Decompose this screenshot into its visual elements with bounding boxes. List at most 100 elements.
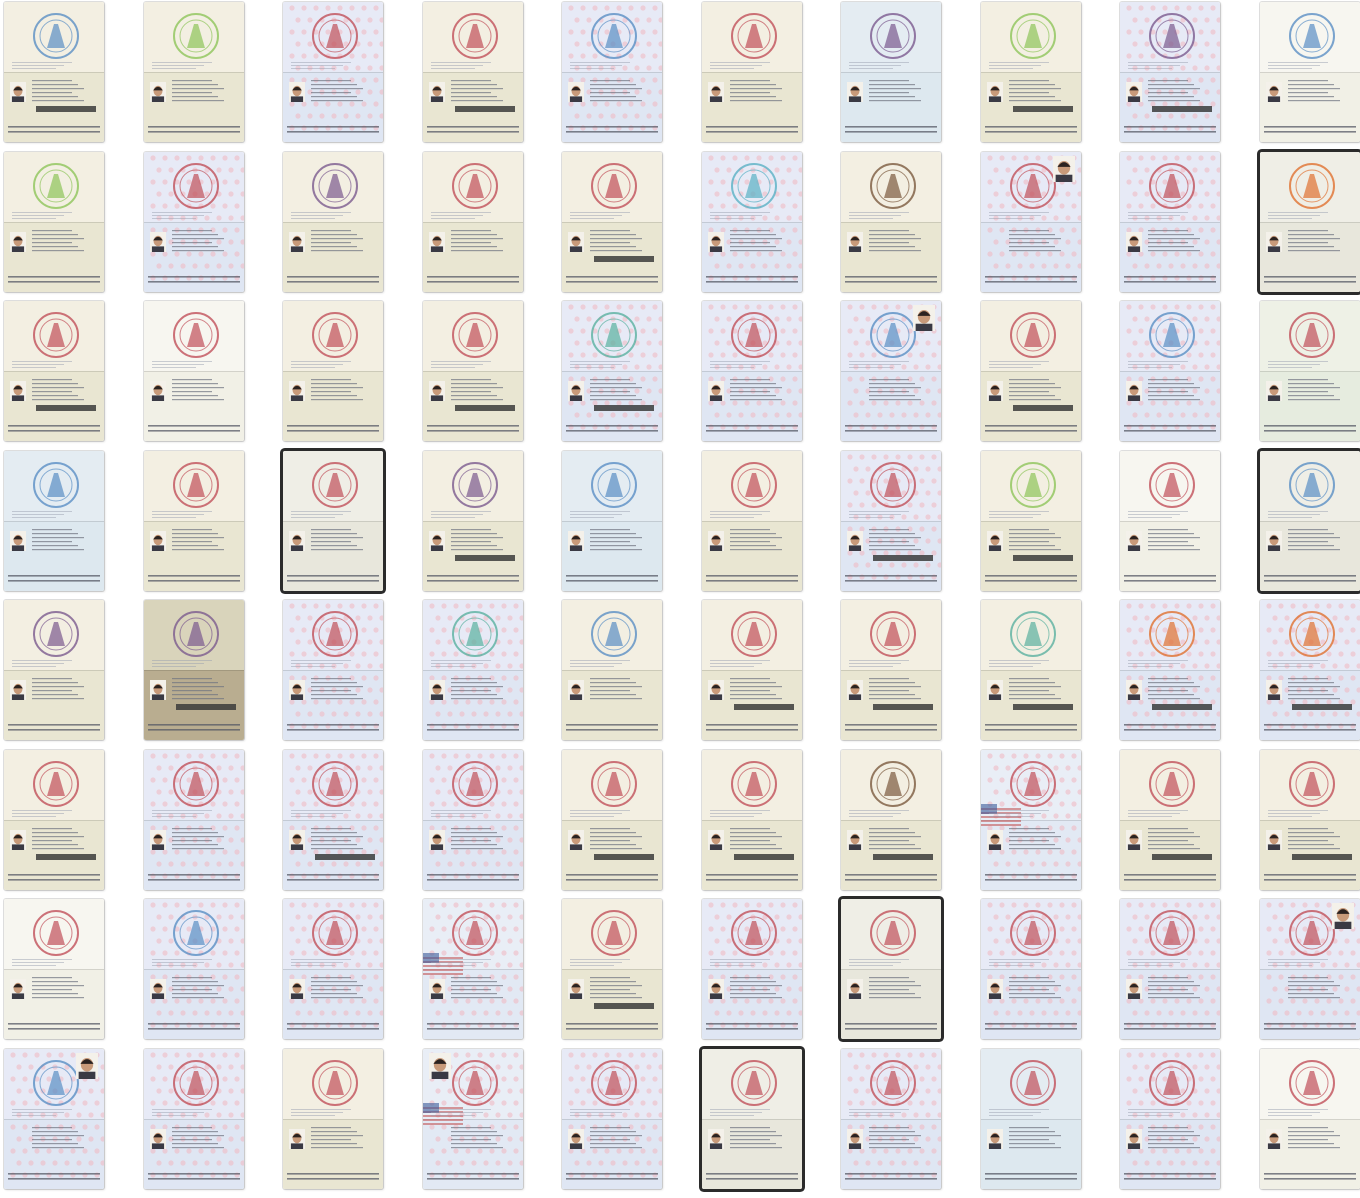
data-field-line [450, 1142, 497, 1144]
security-dot [1204, 388, 1210, 394]
security-dot [1126, 250, 1132, 257]
passport-tile [1120, 301, 1220, 441]
security-dot [853, 489, 859, 496]
data-field-line [450, 981, 497, 983]
printed-strip [36, 405, 96, 411]
passport-tile [143, 2, 244, 142]
security-dot [640, 5, 646, 11]
security-dot [379, 788, 383, 795]
data-field-line [1148, 1130, 1194, 1132]
stamp-emblem [605, 323, 623, 347]
stamp-ring [172, 312, 219, 358]
security-dot [1150, 53, 1156, 59]
mrz-line [426, 873, 519, 876]
security-dot [452, 902, 459, 908]
security-dot [1204, 166, 1210, 173]
security-dot [209, 1123, 216, 1130]
security-dot [185, 926, 192, 932]
security-dot [1337, 998, 1344, 1004]
stamp-emblem [326, 921, 344, 945]
security-dot [337, 752, 343, 759]
data-field-line [1287, 997, 1340, 999]
mrz-line [287, 275, 379, 278]
security-dot [227, 214, 234, 221]
stamp-ring [591, 910, 637, 956]
stamp-ring [870, 611, 916, 657]
security-dot [355, 65, 361, 71]
security-dot [1138, 5, 1144, 11]
security-dot [34, 1051, 40, 1058]
security-dot [155, 166, 162, 173]
security-dot [1004, 190, 1011, 197]
mrz-line [8, 878, 100, 881]
visa-text-line [291, 959, 351, 960]
data-field-line [311, 678, 351, 680]
mrz-line [426, 574, 519, 577]
security-dot [767, 902, 774, 908]
security-dot [1277, 699, 1284, 705]
security-dot [1150, 352, 1156, 358]
security-dot [622, 364, 628, 370]
security-dot [913, 388, 919, 394]
stamp-inner-ring [318, 617, 352, 651]
security-dot [604, 101, 610, 107]
passport-tile [841, 749, 941, 890]
security-dot [901, 1159, 907, 1166]
security-dot [998, 998, 1005, 1004]
printed-strip [1012, 106, 1073, 112]
security-dot [859, 1099, 865, 1106]
security-dot [1076, 914, 1081, 920]
security-dot [173, 950, 180, 956]
security-dot [859, 1123, 865, 1130]
passport-tile [841, 2, 941, 142]
security-dot [373, 752, 379, 759]
security-dot [1198, 950, 1204, 956]
mrz-line [426, 275, 519, 278]
security-dot [1034, 154, 1041, 161]
data-field-line [729, 1130, 776, 1132]
mrz-line [426, 430, 519, 432]
passport-artwork [845, 611, 937, 731]
visa-text-line [1128, 214, 1180, 216]
security-dot [737, 262, 744, 269]
stamp-emblem [744, 323, 763, 347]
security-dot [1283, 687, 1290, 693]
printed-strip [733, 704, 794, 710]
security-dot [1010, 998, 1017, 1004]
visa-text-line [709, 513, 762, 515]
data-field-line [1287, 981, 1334, 983]
security-dot [1186, 1051, 1192, 1058]
stamp-ring [312, 760, 358, 807]
security-dot [1186, 53, 1192, 59]
mrz-line [287, 579, 379, 582]
security-dot [1126, 1075, 1132, 1082]
stamp-ring [730, 312, 777, 358]
flag-stripe [980, 807, 1021, 810]
data-field-line [729, 1142, 776, 1144]
security-dot [1210, 1075, 1216, 1082]
security-dot [646, 1063, 652, 1070]
security-dot [203, 262, 210, 269]
stamp-emblem [465, 24, 484, 48]
security-dot [488, 752, 495, 759]
visa-text-line [988, 1114, 1033, 1116]
data-field-line [729, 544, 776, 546]
security-dot [1028, 860, 1035, 867]
security-dot [34, 1147, 40, 1154]
security-dot [173, 800, 180, 807]
visa-text-line [291, 510, 351, 512]
holder-hair [917, 311, 931, 316]
security-dot [1277, 627, 1284, 633]
security-dot [1198, 400, 1204, 406]
security-dot [22, 1147, 28, 1154]
security-dot [100, 1087, 104, 1094]
data-field-line [171, 249, 224, 251]
visa-text-line [1128, 68, 1172, 69]
security-dot [361, 752, 367, 759]
security-dot [1204, 364, 1210, 370]
security-dot [731, 250, 738, 257]
data-field-line [1287, 831, 1334, 833]
holder-hair [1268, 684, 1279, 689]
security-dot [167, 238, 174, 245]
security-dot [1204, 1087, 1210, 1094]
